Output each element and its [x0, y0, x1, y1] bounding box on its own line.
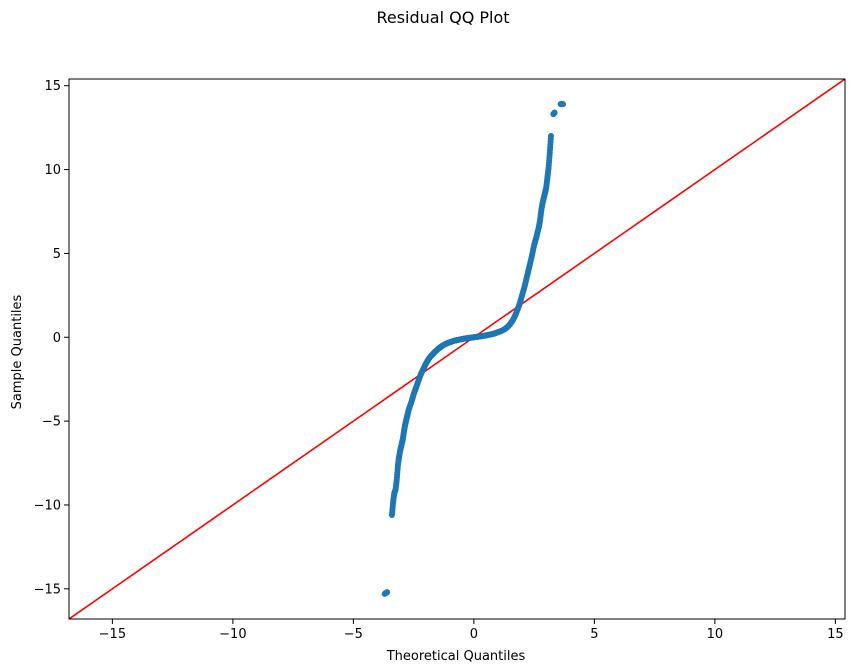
plot-area [68, 78, 846, 620]
x-tick-label: −10 [219, 627, 246, 642]
x-tick-label: −5 [344, 627, 363, 642]
y-tick-label: −15 [34, 582, 61, 597]
x-tick-label: 10 [707, 627, 724, 642]
plot-frame [68, 78, 846, 620]
y-tick-label: 15 [44, 79, 61, 94]
data-points [381, 101, 567, 597]
data-point [551, 109, 558, 116]
x-tick-label: −15 [99, 627, 126, 642]
y-axis: −15 −10 −5 0 5 10 15 [34, 79, 69, 597]
x-tick-label: 5 [590, 627, 598, 642]
y-tick-label: 5 [53, 247, 61, 262]
x-axis-label: Theoretical Quantiles [386, 649, 526, 664]
y-tick-label: −5 [42, 415, 61, 430]
reference-line [69, 79, 845, 619]
y-tick-label: 10 [44, 163, 61, 178]
data-point [547, 133, 554, 140]
x-tick-label: 15 [827, 627, 844, 642]
data-point [560, 101, 567, 108]
x-tick-label: 0 [470, 627, 478, 642]
y-axis-label: Sample Quantiles [10, 294, 25, 409]
y-tick-label: 0 [53, 331, 61, 346]
chart-title: Residual QQ Plot [376, 8, 509, 27]
x-axis: −15 −10 −5 0 5 10 15 [99, 619, 844, 642]
data-point [384, 589, 391, 596]
y-tick-label: −10 [34, 498, 61, 513]
